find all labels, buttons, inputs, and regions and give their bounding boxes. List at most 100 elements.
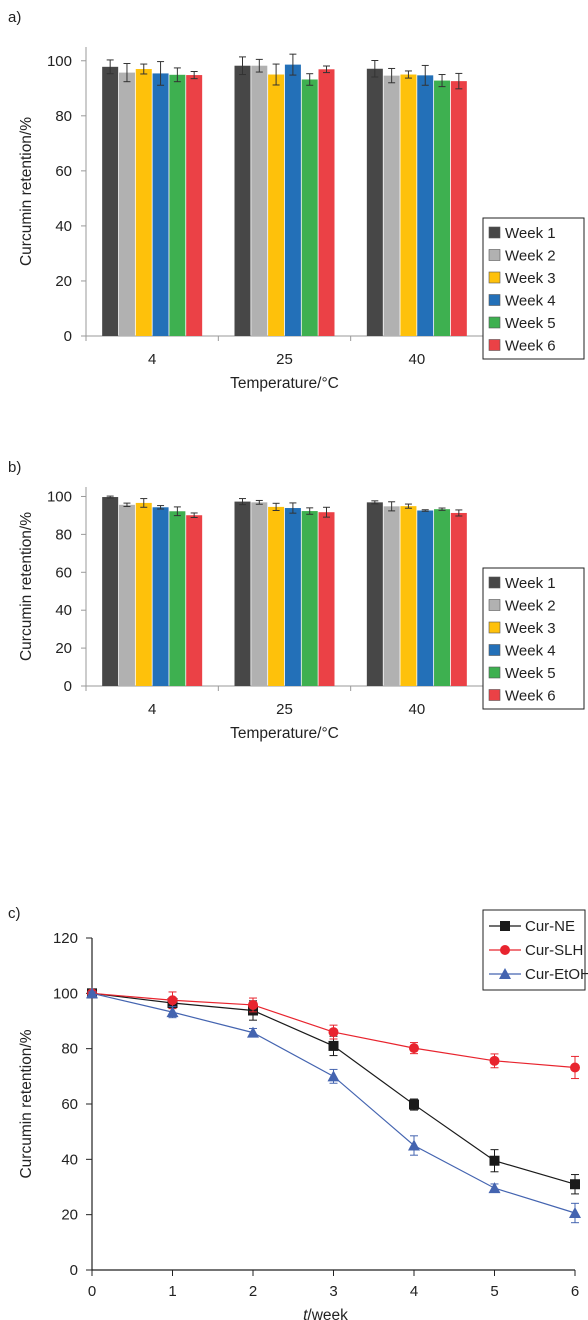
- x-tick-label: 5: [490, 1283, 498, 1300]
- bar: [383, 75, 400, 337]
- bar: [434, 509, 451, 686]
- x-tick-label: 1: [168, 1283, 176, 1300]
- bar: [135, 502, 152, 686]
- panel-a: a) 0 20 40 60 80 100 4 25 40 Temperature/°C Curcumi…: [8, 9, 585, 392]
- y-tick-label: 0: [64, 328, 72, 345]
- y-tick-label: 120: [53, 930, 78, 947]
- legend: Week 1 Week 2 Week 3 Week 4 Week 5 Week 6: [482, 567, 585, 710]
- bar: [251, 502, 268, 686]
- panel-label: b): [8, 459, 21, 476]
- bar: [301, 79, 318, 337]
- bar: [400, 74, 417, 337]
- series-line: [91, 992, 576, 1185]
- y-tick-label: 80: [61, 1041, 78, 1058]
- panel-label: c): [8, 905, 21, 922]
- y-tick-label: 60: [61, 1096, 78, 1113]
- bar: [186, 515, 203, 686]
- y-tick-label: 20: [61, 1207, 78, 1224]
- marker-triangle: [488, 1182, 501, 1194]
- bar: [234, 501, 251, 686]
- legend-box: [482, 567, 585, 710]
- y-tick-label: 60: [55, 163, 72, 180]
- legend-entry: Week 1: [505, 575, 556, 592]
- marker-triangle: [569, 1207, 581, 1219]
- bar: [268, 506, 285, 686]
- x-tick-label: 0: [88, 1283, 96, 1300]
- y-tick-label: 40: [55, 602, 72, 619]
- legend-entry: Week 6: [505, 338, 556, 355]
- legend-swatch: [488, 644, 501, 656]
- marker-circle: [248, 999, 258, 1010]
- bar: [102, 66, 119, 337]
- bar: [152, 507, 169, 686]
- marker-triangle: [247, 1026, 259, 1038]
- legend-swatch: [488, 689, 501, 701]
- bar: [366, 68, 383, 337]
- y-tick-label: 60: [55, 564, 72, 581]
- x-axis-title: t/week: [303, 1307, 348, 1320]
- y-axis-title: Curcumin retention/%: [18, 117, 35, 266]
- y-tick-label: 80: [55, 526, 72, 543]
- legend-swatch: [488, 226, 501, 239]
- marker-triangle: [408, 1139, 420, 1151]
- x-axis-title: Temperature/°C: [230, 375, 339, 392]
- marker-square: [489, 1155, 500, 1166]
- legend-entry: Cur-EtOH: [525, 966, 588, 983]
- bar: [102, 497, 119, 686]
- bar: [118, 504, 135, 686]
- bar: [169, 74, 186, 337]
- y-tick-label: 20: [55, 640, 72, 657]
- legend-swatch: [488, 666, 501, 679]
- legend-entry: Week 5: [505, 665, 556, 682]
- y-axis-title: Curcumin retention/%: [18, 1029, 35, 1178]
- bar: [450, 81, 467, 337]
- x-tick-label: 6: [571, 1283, 579, 1300]
- legend-swatch: [488, 294, 501, 306]
- legend-swatch: [488, 271, 501, 284]
- bar: [434, 80, 451, 337]
- marker-circle: [409, 1043, 419, 1054]
- y-tick-label: 0: [64, 678, 72, 695]
- y-tick-label: 20: [55, 273, 72, 290]
- x-tick-label: 3: [329, 1283, 337, 1300]
- x-tick-label: 25: [276, 701, 293, 718]
- panel-c: c) 0 20 40 60 80 100 120 0 1 2 3 4 5 6 t/week Curcumin r…: [8, 905, 588, 1320]
- bar: [417, 510, 434, 686]
- y-tick-label: 100: [53, 985, 78, 1002]
- bar: [366, 502, 383, 686]
- legend-swatch: [488, 249, 501, 261]
- bar: [417, 75, 434, 337]
- bar: [318, 69, 335, 337]
- legend-entry: Cur-NE: [525, 918, 575, 935]
- legend-entry: Week 3: [505, 620, 556, 637]
- marker-square: [570, 1179, 580, 1190]
- bar: [284, 64, 301, 336]
- x-axis-title-unit: /week: [307, 1307, 348, 1320]
- legend: Week 1 Week 2 Week 3 Week 4 Week 5 Week 6: [482, 217, 585, 360]
- x-tick-label: 40: [408, 701, 425, 718]
- bar: [118, 72, 135, 337]
- bar: [284, 508, 301, 686]
- y-tick-label: 40: [61, 1151, 78, 1168]
- y-tick-label: 40: [55, 218, 72, 235]
- marker-circle: [167, 995, 178, 1006]
- x-tick-label: 4: [148, 351, 156, 368]
- bar: [383, 506, 400, 686]
- y-tick-label: 0: [70, 1262, 78, 1279]
- marker-square: [409, 1099, 419, 1110]
- legend-swatch: [488, 339, 501, 351]
- bar: [135, 69, 152, 337]
- y-tick-label: 80: [55, 108, 72, 125]
- legend: Cur-NE Cur-SLH Cur-EtOH: [482, 909, 588, 991]
- marker-triangle: [499, 968, 511, 979]
- bar: [251, 65, 268, 337]
- bar: [186, 75, 203, 337]
- bar: [318, 512, 335, 686]
- bar: [234, 65, 251, 337]
- marker-square: [500, 921, 510, 931]
- legend-swatch: [488, 316, 501, 329]
- marker-triangle: [86, 987, 98, 999]
- legend-swatch: [488, 576, 501, 589]
- legend-swatch: [488, 599, 501, 611]
